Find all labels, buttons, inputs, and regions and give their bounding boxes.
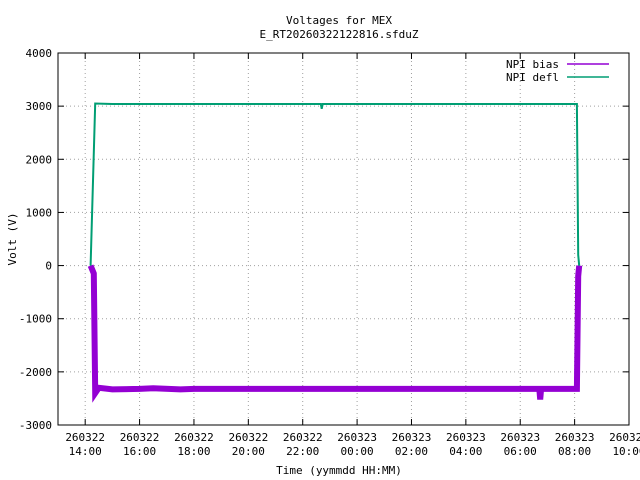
x-tick-date-label: 260323 (555, 431, 595, 444)
x-tick-time-label: 18:00 (177, 445, 210, 458)
x-tick-time-label: 22:00 (286, 445, 319, 458)
x-tick-time-label: 04:00 (449, 445, 482, 458)
y-tick-label: 0 (45, 260, 52, 273)
y-tick-label: -2000 (19, 366, 52, 379)
x-tick-date-label: 260323 (500, 431, 540, 444)
x-tick-time-label: 00:00 (341, 445, 374, 458)
x-tick-date-label: 260322 (283, 431, 323, 444)
x-tick-time-label: 06:00 (504, 445, 537, 458)
legend-label-npi-defl: NPI defl (506, 71, 559, 84)
x-tick-time-label: 08:00 (558, 445, 591, 458)
axis-ticks: 40003000200010000-1000-2000-300026032214… (19, 47, 640, 458)
chart-title: Voltages for MEX (286, 14, 392, 27)
y-tick-label: 4000 (26, 47, 53, 60)
y-tick-label: 3000 (26, 100, 53, 113)
x-tick-date-label: 260323 (446, 431, 486, 444)
y-tick-label: -1000 (19, 313, 52, 326)
x-tick-date-label: 260323 (392, 431, 432, 444)
y-tick-label: 2000 (26, 153, 53, 166)
y-tick-label: -3000 (19, 419, 52, 432)
chart-subtitle: E_RT20260322122816.sfduZ (260, 28, 419, 41)
plot-frame (57, 52, 630, 426)
series-line-npi-defl (89, 102, 581, 266)
grid-lines (58, 53, 629, 425)
series-lines (87, 102, 583, 403)
x-tick-time-label: 16:00 (123, 445, 156, 458)
y-tick-label: 1000 (26, 206, 53, 219)
x-tick-time-label: 14:00 (69, 445, 102, 458)
x-tick-time-label: 20:00 (232, 445, 265, 458)
x-axis-label: Time (yymmdd HH:MM) (276, 464, 402, 477)
x-tick-date-label: 260322 (65, 431, 105, 444)
legend-label-npi-bias: NPI bias (506, 58, 559, 71)
x-tick-date-label: 260322 (228, 431, 268, 444)
x-tick-time-label: 02:00 (395, 445, 428, 458)
x-tick-time-label: 10:00 (612, 445, 640, 458)
series-line-npi-bias (87, 264, 583, 403)
x-tick-date-label: 260323 (609, 431, 640, 444)
x-tick-date-label: 260322 (120, 431, 160, 444)
series-line-npi-bias-edge (90, 265, 580, 400)
y-axis-label: Volt (V) (6, 213, 19, 266)
x-tick-date-label: 260322 (174, 431, 214, 444)
x-tick-date-label: 260323 (337, 431, 377, 444)
